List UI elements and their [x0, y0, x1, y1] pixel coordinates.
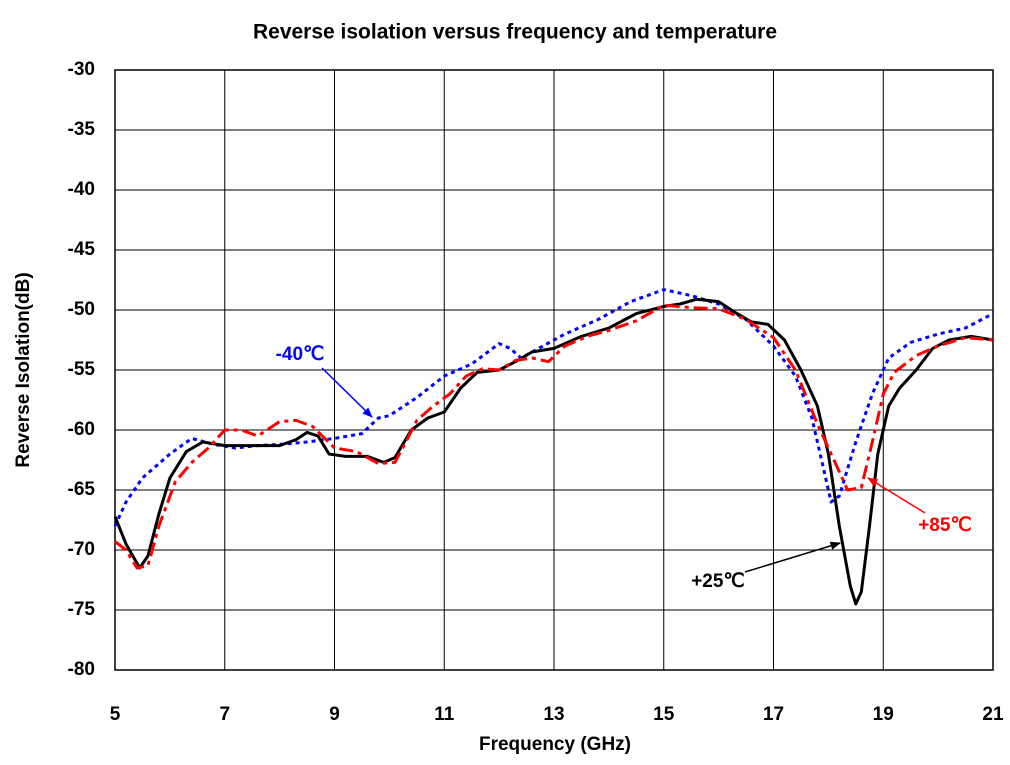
chart-title: Reverse isolation versus frequency and t… — [253, 21, 777, 44]
series-line — [113, 297, 994, 606]
x-tick-label: 13 — [543, 704, 564, 725]
y-axis-label: Reverse Isolation(dB) — [13, 272, 34, 467]
annotation: +25℃ — [691, 571, 745, 592]
y-tick-label: -60 — [68, 419, 95, 440]
y-tick-label: -70 — [68, 539, 95, 560]
x-tick-label: 7 — [219, 704, 230, 725]
y-tick-label: -45 — [68, 239, 96, 260]
annotation-arrow — [867, 477, 926, 514]
annotation: +85℃ — [918, 515, 972, 536]
y-tick-label: -35 — [68, 119, 96, 140]
annotation: -40℃ — [276, 344, 325, 365]
y-tick-label: -75 — [68, 599, 96, 620]
x-tick-label: 17 — [763, 704, 784, 725]
x-tick-label: 15 — [653, 704, 675, 725]
x-tick-label: 11 — [434, 704, 455, 725]
y-tick-label: -80 — [68, 659, 95, 680]
x-tick-label: 5 — [110, 704, 121, 725]
y-tick-label: -55 — [68, 359, 96, 380]
plot-frame — [114, 69, 994, 671]
y-tick-label: -30 — [68, 59, 95, 80]
x-tick-label: 19 — [873, 704, 894, 725]
series-line — [114, 303, 994, 570]
x-tick-label: 21 — [982, 704, 1004, 725]
annotation-arrow — [744, 541, 842, 573]
y-tick-label: -40 — [68, 179, 95, 200]
annotation-arrow — [321, 367, 373, 418]
y-tick-label: -65 — [68, 479, 96, 500]
y-tick-label: -50 — [68, 299, 95, 320]
x-tick-label: 9 — [329, 704, 340, 725]
x-axis-label: Frequency (GHz) — [479, 734, 631, 755]
